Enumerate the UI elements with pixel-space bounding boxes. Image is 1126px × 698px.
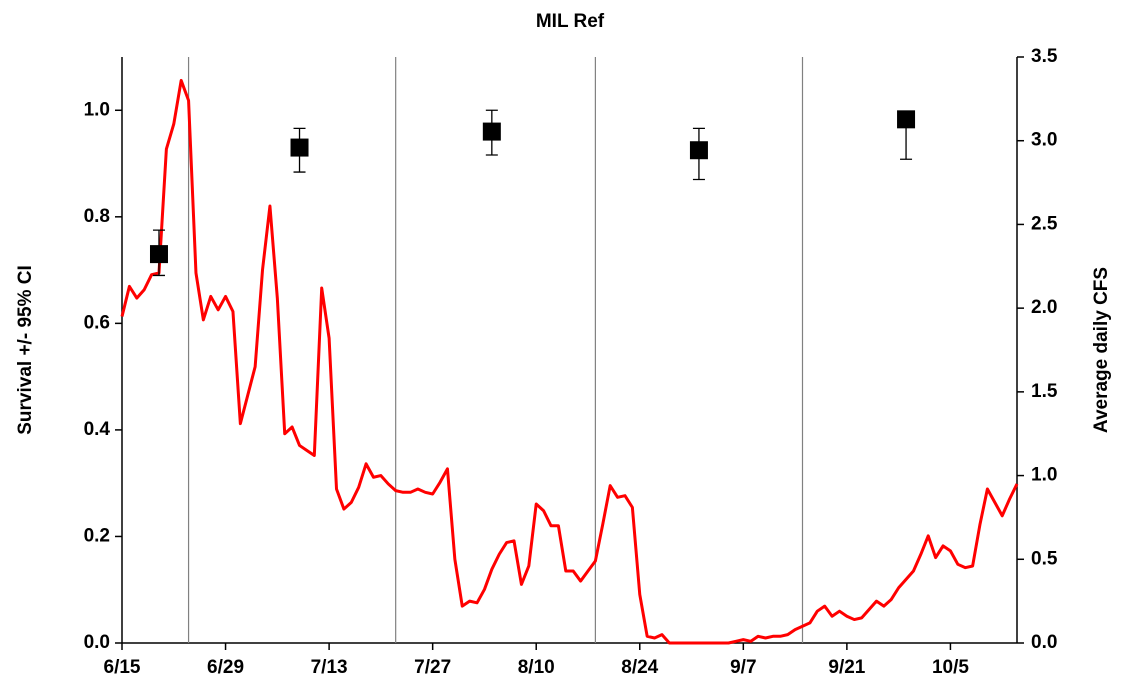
y2-tick-label: 0.0 — [1031, 632, 1057, 653]
flow-line — [120, 78, 1019, 645]
y2-tick-label: 3.5 — [1031, 46, 1058, 67]
y-tick-label: 0.4 — [84, 419, 111, 440]
y2-axis-label: Average daily CFS — [1091, 267, 1112, 433]
chart-title: MIL Ref — [536, 11, 605, 32]
x-tick-label: 9/21 — [828, 657, 865, 678]
y-tick-label: 0.0 — [84, 632, 110, 653]
x-tick-label: 10/5 — [932, 657, 969, 678]
x-tick-label: 8/10 — [518, 657, 555, 678]
y-tick-label: 0.2 — [84, 525, 110, 546]
y-tick-label: 0.8 — [84, 206, 110, 227]
survival-marker — [689, 141, 708, 160]
survival-marker — [897, 110, 916, 129]
y-axis-label: Survival +/- 95% CI — [15, 265, 36, 435]
y2-tick-label: 3.0 — [1031, 130, 1057, 151]
survival-marker — [482, 122, 501, 141]
survival-marker — [149, 245, 168, 264]
x-tick-label: 7/27 — [414, 657, 451, 678]
y2-tick-label: 0.5 — [1031, 548, 1058, 569]
y2-tick-label: 1.0 — [1031, 465, 1057, 486]
y2-tick-label: 2.0 — [1031, 297, 1057, 318]
y2-tick-label: 1.5 — [1031, 381, 1058, 402]
x-tick-label: 9/7 — [730, 657, 756, 678]
x-tick-label: 6/15 — [104, 657, 141, 678]
y2-tick-label: 2.5 — [1031, 213, 1058, 234]
y-tick-label: 1.0 — [84, 99, 110, 120]
x-tick-label: 8/24 — [621, 657, 658, 678]
y-tick-label: 0.6 — [84, 312, 110, 333]
x-tick-label: 6/29 — [207, 657, 244, 678]
x-tick-label: 7/13 — [311, 657, 348, 678]
survival-marker — [290, 138, 309, 157]
